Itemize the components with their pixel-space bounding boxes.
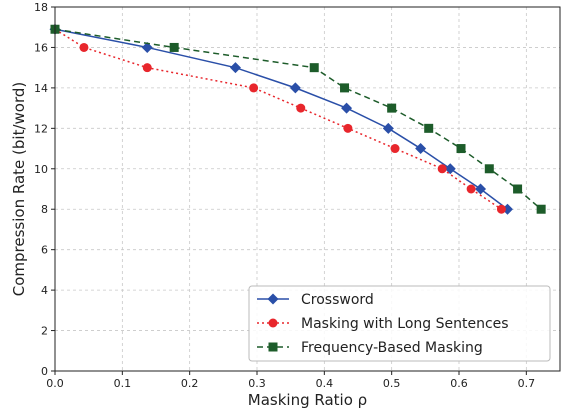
data-point-crossword (289, 82, 301, 94)
data-point-masking-with-long-sentences (249, 83, 259, 93)
y-tick-label: 8 (41, 203, 48, 216)
series-frequency-based-masking (50, 24, 546, 214)
data-point-masking-with-long-sentences (390, 144, 400, 154)
data-point-crossword (415, 143, 427, 155)
data-point-crossword (141, 41, 153, 53)
data-point-crossword (382, 122, 394, 134)
x-tick-label: 0.1 (114, 377, 132, 390)
data-point-crossword (229, 62, 241, 74)
data-point-masking-with-long-sentences (79, 42, 89, 52)
data-point-frequency-based-masking (484, 164, 494, 174)
legend-label-frequency-based-masking: Frequency-Based Masking (301, 340, 483, 356)
data-point-frequency-based-masking (169, 42, 179, 52)
legend-box (248, 285, 551, 362)
y-tick-label: 12 (34, 122, 48, 135)
data-point-masking-with-long-sentences (142, 63, 152, 73)
y-tick-label: 6 (41, 244, 48, 257)
x-tick-label: 0.2 (181, 377, 199, 390)
legend-marker-crossword (267, 293, 279, 305)
legend-label-masking-with-long-sentences: Masking with Long Sentences (301, 316, 509, 332)
x-axis-title: Masking Ratio ρ (248, 391, 367, 409)
data-point-crossword (341, 102, 353, 114)
data-point-frequency-based-masking (536, 204, 546, 214)
data-point-frequency-based-masking (387, 103, 397, 113)
y-tick-label: 16 (34, 41, 48, 54)
data-point-frequency-based-masking (456, 144, 466, 154)
plot-frame (54, 6, 561, 372)
legend: Crossword Masking with Long Sentences Freq… (248, 285, 551, 362)
y-tick-label: 2 (41, 325, 48, 338)
series-line-frequency-based-masking (54, 28, 542, 210)
x-tick-label: 0.6 (450, 377, 468, 390)
x-axis-ticks: 0.0 0.1 0.2 0.3 0.4 0.5 0.6 0.7 (46, 371, 535, 390)
data-point-crossword (475, 183, 487, 195)
data-point-masking-with-long-sentences (466, 184, 476, 194)
series-crossword (49, 23, 513, 215)
y-tick-label: 10 (34, 163, 48, 176)
legend-marker-frequency-based-masking (268, 342, 278, 352)
series-line-crossword (54, 28, 508, 210)
y-axis-ticks: 0 2 4 6 8 10 12 14 16 18 (34, 1, 55, 378)
x-tick-label: 0.5 (383, 377, 401, 390)
data-point-frequency-based-masking (424, 123, 434, 133)
legend-marker-masking-with-long-sentences (268, 318, 278, 328)
data-point-frequency-based-masking (340, 83, 350, 93)
y-tick-label: 4 (41, 284, 48, 297)
data-point-frequency-based-masking (309, 63, 319, 73)
data-point-frequency-based-masking (513, 184, 523, 194)
legend-label-crossword: Crossword (301, 292, 374, 308)
y-axis-title: Compression Rate (bit/word) (10, 82, 28, 296)
x-tick-label: 0.7 (518, 377, 536, 390)
y-tick-label: 18 (34, 1, 48, 14)
x-tick-label: 0.0 (46, 377, 64, 390)
y-tick-label: 14 (34, 82, 48, 95)
x-tick-label: 0.3 (248, 377, 266, 390)
series-layer (49, 23, 546, 215)
series-masking-with-long-sentences (50, 24, 506, 214)
data-point-masking-with-long-sentences (343, 123, 353, 133)
y-tick-label: 0 (41, 365, 48, 378)
data-point-masking-with-long-sentences (496, 204, 506, 214)
data-point-crossword (444, 163, 456, 175)
series-line-masking-with-long-sentences (54, 28, 502, 210)
data-point-masking-with-long-sentences (296, 103, 306, 113)
data-point-masking-with-long-sentences (437, 164, 447, 174)
x-tick-label: 0.4 (316, 377, 334, 390)
